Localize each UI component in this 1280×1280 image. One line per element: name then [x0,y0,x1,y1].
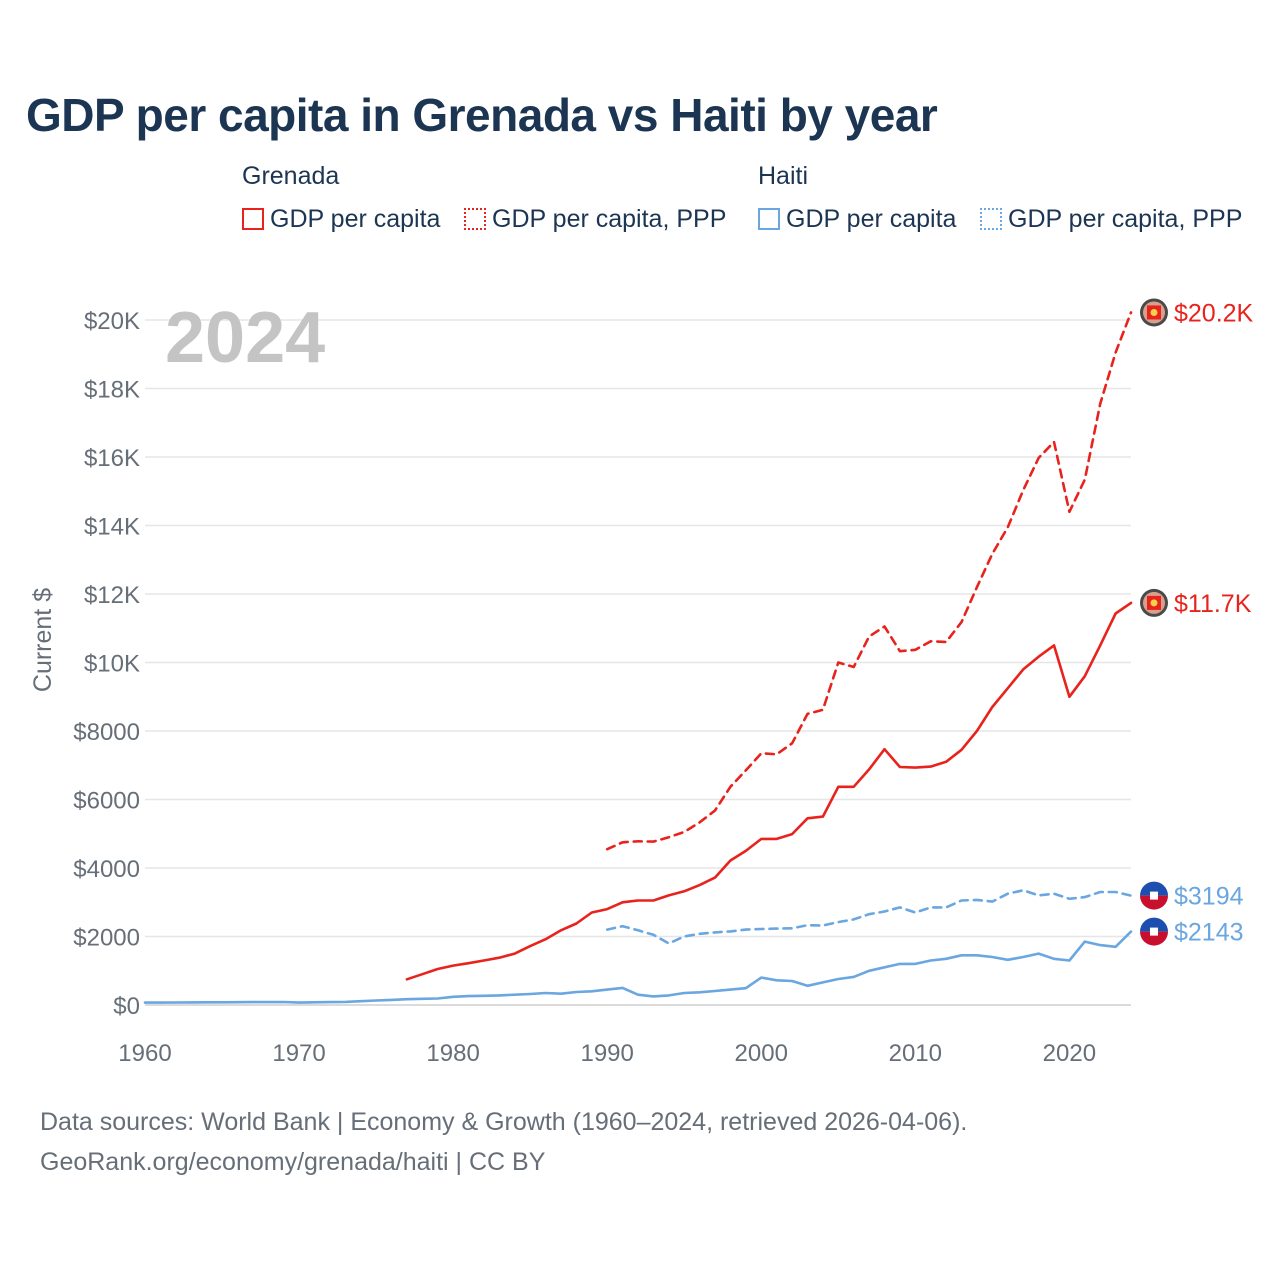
series-line [405,601,1133,981]
series-line [605,888,1133,945]
flag-bottom [1140,931,1168,946]
year-label: 2024 [165,298,325,378]
legend-swatch-solid [758,208,780,230]
x-tick-label: 2000 [735,1040,788,1067]
grenada-flag-icon [1140,298,1168,327]
legend-item-grenada-gdp[interactable]: GDP per capita [242,204,440,234]
x-tick-label: 1960 [118,1040,171,1067]
y-tick-label: $8000 [73,719,140,746]
y-tick-label: $4000 [73,856,140,883]
y-tick-label: $12K [84,582,140,609]
series-end-label: $20.2K [1174,299,1254,327]
legend-group-grenada: Grenada [242,162,340,190]
flag-bottom [1140,895,1168,910]
axes-layer: $0 $2000 $4000 $6000 $8000 $10K $12K $14K $16K $1… [73,308,1096,1067]
grenada-flag-icon [1140,588,1168,617]
x-tick-label: 1980 [426,1040,479,1067]
y-tick-label: $6000 [73,788,140,815]
flag-emblem [1150,891,1158,900]
series-end-label: $2143 [1174,919,1244,947]
x-tick-label: 2020 [1043,1040,1096,1067]
legend-label: GDP per capita [270,204,441,233]
legend-label: GDP per capita, PPP [492,204,727,233]
series-layer [143,311,1133,1004]
haiti-flag-icon [1140,881,1168,910]
y-axis-label: Current $ [29,588,57,692]
flag-top [1140,881,1168,896]
legend-label: GDP per capita, PPP [1008,204,1243,233]
series-end-label: $3194 [1174,883,1244,911]
series-line [143,930,1133,1004]
haiti-flag-icon [1140,917,1168,946]
legend-item-haiti-gdp-ppp[interactable]: GDP per capita, PPP [980,204,1242,234]
x-tick-label: 2010 [889,1040,942,1067]
y-tick-label: $10K [84,651,140,678]
y-tick-label: $2000 [73,925,140,952]
y-tick-label: $16K [84,445,140,472]
legend-swatch-solid [242,208,264,230]
y-tick-label: $14K [84,514,140,541]
series-end-label: $11.7K [1174,590,1252,618]
legend-item-grenada-gdp-ppp[interactable]: GDP per capita, PPP [464,204,726,234]
flag-top [1140,917,1168,932]
endpoint-layer: $11.7K $20.2K $3194 $2143 [1140,298,1254,947]
footer-sources: Data sources: World Bank | Economy & Gro… [40,1108,968,1136]
grid-layer [145,319,1131,1006]
chart-title: GDP per capita in Grenada vs Haiti by ye… [26,89,938,141]
flag-star [1150,599,1158,607]
legend-swatch-dotted [980,208,1002,230]
x-tick-label: 1990 [580,1040,633,1067]
legend-label: GDP per capita [786,204,957,233]
y-tick-label: $0 [113,993,140,1020]
legend-item-haiti-gdp[interactable]: GDP per capita [758,204,956,234]
x-tick-label: 1970 [272,1040,325,1067]
y-tick-label: $18K [84,377,140,404]
series-line [605,311,1133,851]
legend-group-haiti: Haiti [758,162,809,190]
flag-star [1150,308,1158,316]
legend-swatch-dotted [464,208,486,230]
footer-attribution: GeoRank.org/economy/grenada/haiti | CC B… [40,1148,546,1176]
y-tick-label: $20K [84,308,140,335]
flag-emblem [1150,927,1158,936]
